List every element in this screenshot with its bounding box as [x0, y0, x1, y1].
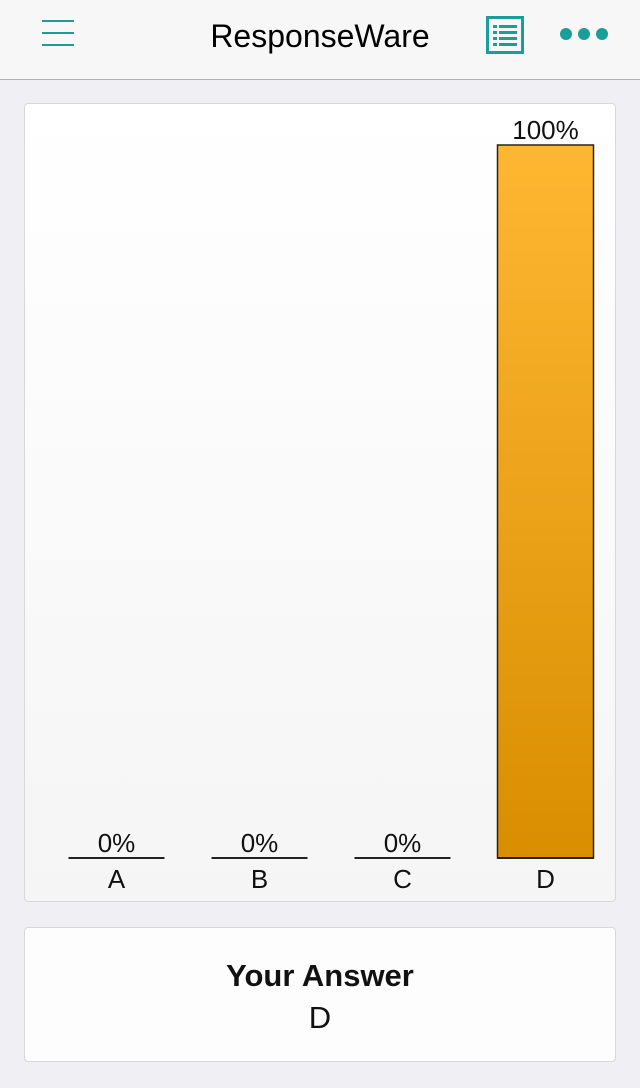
your-answer-label: Your Answer [226, 958, 414, 993]
value-label-a: 0% [98, 828, 136, 858]
results-chart-card: 0% A 0% B 0% C 100% D [24, 103, 616, 902]
category-label-d: D [536, 864, 555, 894]
navigation-bar: ResponseWare [0, 0, 640, 80]
more-dots-icon[interactable] [556, 24, 612, 44]
category-label-b: B [251, 864, 268, 894]
category-label-a: A [108, 864, 126, 894]
your-answer-card: Your Answer D [24, 927, 616, 1062]
value-label-c: 0% [384, 828, 422, 858]
hamburger-menu-icon[interactable] [40, 18, 76, 50]
app-title: ResponseWare [210, 18, 430, 54]
value-label-d: 100% [512, 115, 579, 145]
results-bar-chart: 0% A 0% B 0% C 100% D [68, 115, 595, 894]
your-answer-value: D [308, 1000, 332, 1035]
bar-d [496, 144, 595, 859]
category-label-c: C [393, 864, 412, 894]
value-label-b: 0% [241, 828, 279, 858]
list-icon[interactable] [486, 16, 524, 54]
